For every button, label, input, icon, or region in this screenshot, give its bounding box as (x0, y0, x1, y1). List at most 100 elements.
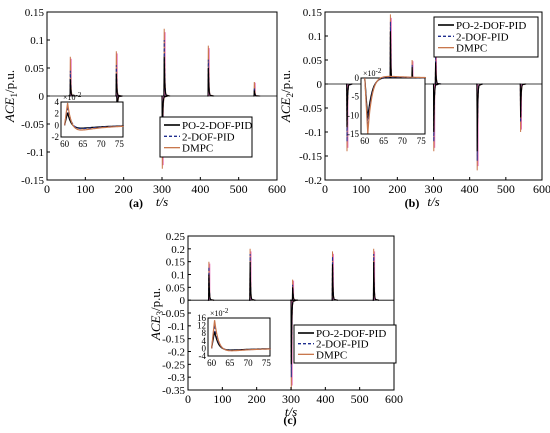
x-tick-label-400: 400 (191, 182, 209, 196)
legend-box (159, 116, 253, 158)
y-tick-label-3: -0.05 (299, 103, 322, 115)
po-2-dof-pid-series-event-7 (476, 83, 483, 152)
chart-panel-1: 0 100 200 300 400 500 600-0.15-0.1-0.0500.050.… (2, 7, 286, 210)
y-tick-label-11: 0.2 (171, 244, 185, 256)
inset-y-tick-label-5: 16 (197, 313, 207, 323)
x-tick-label-100: 100 (352, 182, 370, 196)
inset-x-tick-label-75: 75 (262, 358, 272, 368)
inset-y-tick-label-1: 0 (55, 120, 60, 130)
y-tick-label-5: 0.1 (30, 35, 44, 47)
po-2-dof-pid-series-event-1 (346, 83, 353, 128)
chart-panel-2: 0 100 200 300 400 500 600-0.2-0.15-0.1-0.0500.… (278, 7, 550, 210)
x-tick-label-100: 100 (213, 392, 231, 406)
inset-frame (360, 77, 426, 135)
legend-label-2: 2-DOF-PID (182, 131, 235, 143)
y-tick-label-10: 0.15 (166, 257, 186, 269)
x-axis-label: t/s (427, 194, 439, 209)
inset-exponent: ×10-2 (363, 67, 382, 78)
y-tick-label-4: 0.05 (25, 63, 45, 75)
x-tick-label-200: 200 (248, 392, 266, 406)
inset-x-tick-label-75: 75 (115, 139, 125, 149)
inset-x-tick-label-75: 75 (417, 136, 427, 146)
inset-series-3 (364, 75, 426, 134)
y-axis-label: ACE1/p.u. (2, 70, 19, 123)
panel-label: (b) (405, 196, 420, 210)
legend-label-3: DMPC (456, 43, 487, 55)
legend-label-3: DMPC (316, 349, 347, 361)
inset: 60 65 70 75 -15 -10 -5 0 ×10-2 (347, 67, 426, 146)
po-2-dof-pid-series-event-5 (163, 56, 171, 97)
y-tick-label-1: -0.3 (168, 372, 186, 384)
inset-x-tick-label-65: 65 (78, 139, 88, 149)
po-2-dof-pid-series-event-6 (372, 261, 379, 301)
y-tick-label-5: -0.1 (168, 321, 185, 333)
y-tick-label-3: 0 (39, 91, 45, 103)
po-2-dof-pid-series-event-1 (207, 274, 215, 301)
inset-y-tick-label-4: 12 (197, 321, 206, 331)
x-tick-label-0: 0 (185, 392, 191, 406)
y-tick-label-5: 0.05 (303, 55, 323, 67)
y-tick-label-2: -0.1 (305, 127, 322, 139)
po-2-dof-pid-series-event-8 (519, 83, 527, 118)
y-tick-label-2: -0.05 (21, 119, 44, 131)
panel-label: (a) (129, 196, 143, 210)
inset-exponent: ×10-2 (210, 307, 229, 318)
inset-x-tick-label-70: 70 (398, 136, 408, 146)
y-tick-label-1: -0.15 (299, 151, 322, 163)
y-tick-label-1: -0.1 (27, 147, 44, 159)
x-tick-label-400: 400 (316, 392, 334, 406)
legend-label-2: 2-DOF-PID (456, 31, 509, 43)
inset-x-tick-label-60: 60 (360, 136, 370, 146)
x-tick-label-0: 0 (322, 182, 328, 196)
x-axis-label: t/s (285, 404, 297, 419)
y-tick-label-7: 0.15 (303, 7, 323, 19)
po-2-dof-pid-series-event-6 (207, 67, 215, 97)
y-tick-label-0: -0.15 (21, 175, 44, 187)
legend-label-1: PO-2-DOF-PID (316, 328, 386, 340)
inset-x-tick-label-60: 60 (207, 358, 217, 368)
x-tick-label-200: 200 (115, 182, 133, 196)
x-tick-label-500: 500 (497, 182, 515, 196)
y-tick-label-4: -0.15 (162, 334, 185, 346)
x-tick-label-0: 0 (44, 182, 50, 196)
inset-y-tick-label-3: 4 (55, 97, 60, 107)
x-axis-label: t/s (156, 194, 168, 209)
inset-y-tick-label-2: 2 (55, 109, 60, 119)
chart-panel-3: 0 100 200 300 400 500 600-0.35-0.3-0.25-0.2-0.… (148, 231, 403, 427)
po-2-dof-pid-series-event-3 (290, 299, 297, 365)
inset-y-tick-label-3: 8 (202, 328, 207, 338)
inset-y-tick-label-2: 4 (202, 336, 207, 346)
y-tick-label-2: -0.25 (162, 359, 185, 371)
inset-series-3 (211, 320, 271, 352)
y-tick-label-4: 0 (317, 79, 323, 91)
inset-x-tick-label-70: 70 (244, 358, 254, 368)
x-tick-label-300: 300 (282, 392, 300, 406)
po-2-dof-pid-series-event-7 (253, 90, 261, 97)
x-tick-label-400: 400 (461, 182, 479, 196)
po-2-dof-pid-series-event-5 (432, 83, 440, 133)
y-tick-label-3: -0.2 (168, 347, 185, 359)
x-tick-label-600: 600 (268, 182, 286, 196)
panel-label: (c) (283, 413, 296, 427)
po-2-dof-pid-series-event-2 (115, 73, 123, 97)
inset-x-tick-label-70: 70 (97, 139, 107, 149)
po-2-dof-pid-series-event-5 (331, 264, 338, 301)
po-2-dof-pid-series-event-6 (434, 62, 442, 85)
y-tick-label-6: -0.05 (162, 308, 185, 320)
x-tick-label-100: 100 (76, 182, 94, 196)
x-tick-label-300: 300 (425, 182, 443, 196)
x-tick-label-500: 500 (230, 182, 248, 196)
inset-y-tick-label-0: -15 (347, 129, 359, 139)
inset-x-tick-label-60: 60 (60, 139, 70, 149)
x-tick-label-300: 300 (153, 182, 171, 196)
y-tick-label-7: 0 (180, 295, 186, 307)
legend-label-1: PO-2-DOF-PID (456, 20, 526, 32)
y-tick-label-0: -0.35 (162, 385, 185, 397)
x-tick-label-600: 600 (533, 182, 550, 196)
inset-y-tick-label-1: 0 (202, 343, 207, 353)
